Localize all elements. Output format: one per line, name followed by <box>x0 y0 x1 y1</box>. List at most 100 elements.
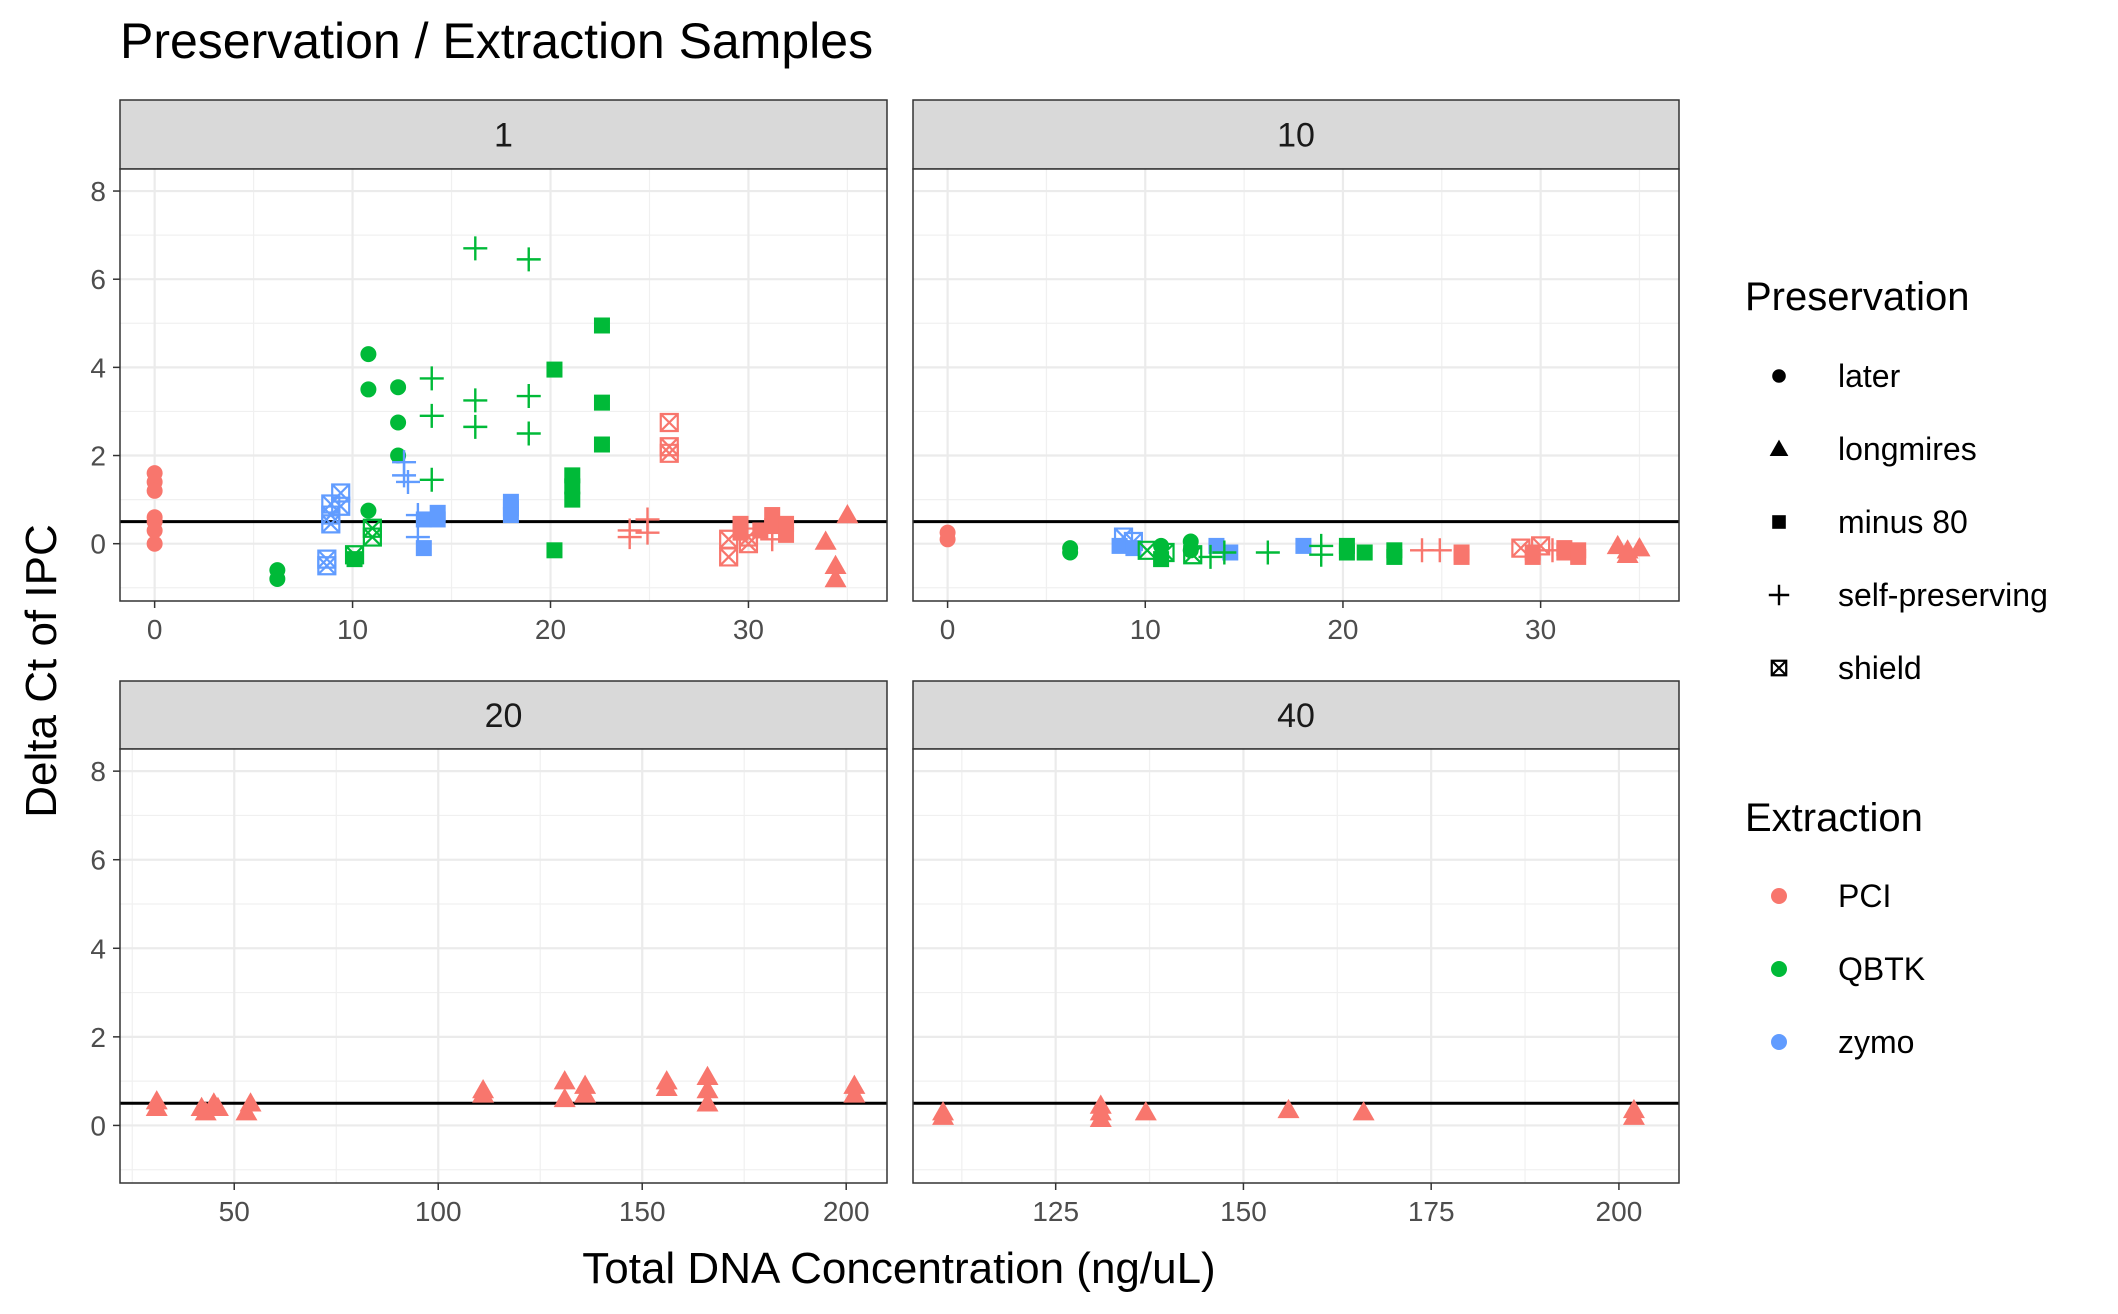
x-tick-label: 20 <box>535 614 566 645</box>
data-point-pci-circle <box>146 522 163 539</box>
data-point-pci-triangle <box>145 1096 168 1116</box>
data-point-pci-triangle <box>1277 1098 1300 1119</box>
data-point-pci-triangle <box>239 1092 262 1112</box>
data-point-qbtk-square <box>1153 551 1170 568</box>
data-point-pci-triangle <box>696 1065 719 1085</box>
x-tick-label: 50 <box>219 1196 250 1227</box>
legend-label: QBTK <box>1838 951 1925 987</box>
legend-key-plus <box>1768 584 1790 606</box>
x-tick-label: 150 <box>1220 1196 1267 1227</box>
data-point-pci-triangle <box>574 1083 597 1103</box>
x-tick-label: 20 <box>1327 614 1358 645</box>
x-tick-label: 10 <box>1130 614 1161 645</box>
x-tick-label: 0 <box>147 614 163 645</box>
data-point-pci-boxcross <box>719 547 739 567</box>
data-point-pci-triangle <box>824 554 847 574</box>
data-point-qbtk-boxcross <box>1183 545 1203 565</box>
data-point-zymo-square <box>415 511 432 528</box>
x-axis-label: Total DNA Concentration (ng/uL) <box>582 1244 1215 1293</box>
data-point-zymo-boxcross <box>331 496 351 516</box>
data-point-pci-circle <box>939 531 956 548</box>
points-group <box>932 1094 1645 1128</box>
data-point-pci-triangle <box>1089 1107 1112 1128</box>
data-point-qbtk-plus <box>463 414 488 439</box>
data-point-qbtk-plus <box>419 366 444 391</box>
panel-border <box>912 748 1680 1184</box>
x-tick-label: 10 <box>337 614 368 645</box>
data-point-zymo-square <box>1125 540 1142 557</box>
x-tick-label: 30 <box>733 614 764 645</box>
data-point-qbtk-plus <box>1309 542 1334 567</box>
data-point-qbtk-plus <box>1212 540 1237 565</box>
legend-label: shield <box>1838 650 1922 686</box>
x-tick-label: 200 <box>1596 1196 1643 1227</box>
data-point-qbtk-square <box>593 394 610 411</box>
data-point-zymo-square <box>1208 537 1225 554</box>
data-point-pci-triangle <box>836 504 859 524</box>
x-tick-label: 100 <box>415 1196 462 1227</box>
data-point-qbtk-boxcross <box>362 527 382 547</box>
points-group <box>145 1065 866 1121</box>
data-point-qbtk-plus <box>1198 544 1223 569</box>
y-tick-label: 0 <box>90 529 106 560</box>
data-point-pci-triangle <box>696 1079 719 1099</box>
data-point-pci-triangle <box>655 1076 678 1097</box>
data-point-pci-triangle <box>1616 543 1639 563</box>
strip-label: 10 <box>1277 117 1315 155</box>
data-point-pci-circle <box>146 482 163 499</box>
strip-label: 20 <box>485 697 523 735</box>
panel-border <box>119 748 888 1184</box>
x-tick-label: 30 <box>1525 614 1556 645</box>
data-point-qbtk-circle <box>360 346 377 363</box>
x-tick-label: 150 <box>619 1196 666 1227</box>
data-point-zymo-square <box>1295 537 1312 554</box>
y-tick-label: 2 <box>90 1022 106 1053</box>
y-tick-label: 4 <box>90 933 106 964</box>
data-point-pci-triangle <box>206 1096 229 1116</box>
data-point-pci-triangle <box>843 1083 866 1103</box>
data-point-qbtk-square <box>564 491 581 508</box>
data-point-qbtk-circle <box>360 381 377 398</box>
data-point-pci-circle <box>146 535 163 552</box>
panel-border <box>119 168 888 602</box>
data-point-qbtk-plus <box>419 403 444 428</box>
legend-label: later <box>1838 358 1901 394</box>
y-tick-label: 6 <box>90 264 106 295</box>
legend-key-pci <box>1771 888 1787 904</box>
data-point-pci-triangle <box>553 1070 576 1090</box>
legend-key-boxcross <box>1770 659 1788 677</box>
data-point-qbtk-square <box>593 436 610 453</box>
strip-label: 40 <box>1277 697 1315 735</box>
legend-title-extraction: Extraction <box>1745 796 1923 840</box>
strip-label: 1 <box>494 117 513 155</box>
legend-key-circle <box>1772 369 1786 383</box>
data-point-zymo-square <box>502 507 519 524</box>
data-point-pci-triangle <box>696 1092 719 1112</box>
panel-border <box>912 168 1680 602</box>
data-point-pci-plus <box>617 525 642 550</box>
data-point-qbtk-plus <box>463 236 488 261</box>
legend-label: PCI <box>1838 878 1891 914</box>
data-point-pci-boxcross <box>659 443 679 463</box>
x-tick-label: 200 <box>823 1196 870 1227</box>
data-point-qbtk-circle <box>269 570 286 587</box>
data-point-qbtk-plus <box>516 247 541 272</box>
data-point-pci-triangle <box>1628 537 1651 557</box>
legend-key-triangle <box>1769 439 1789 457</box>
legend-label: longmires <box>1838 431 1977 467</box>
strip-10 <box>912 99 1680 170</box>
data-point-qbtk-circle <box>1062 544 1079 561</box>
chart-title: Preservation / Extraction Samples <box>120 13 873 69</box>
data-point-qbtk-square <box>1386 548 1403 565</box>
panel-10: 10 0 10 20 30 <box>912 99 1680 645</box>
data-point-qbtk-square <box>1356 544 1373 561</box>
y-tick-label: 2 <box>90 441 106 472</box>
legend-title-preservation: Preservation <box>1745 275 1970 319</box>
data-point-qbtk-boxcross <box>344 545 365 565</box>
data-point-pci-boxcross <box>659 412 679 433</box>
y-tick-label: 6 <box>90 845 106 876</box>
